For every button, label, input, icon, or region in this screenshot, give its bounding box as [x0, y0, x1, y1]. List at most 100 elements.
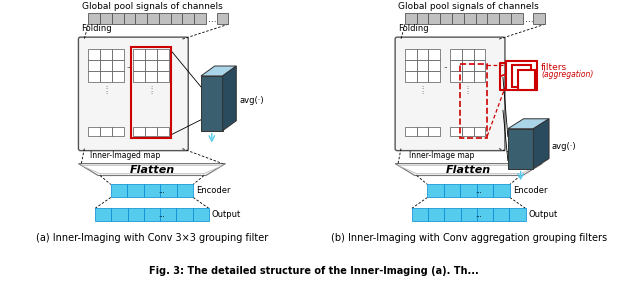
Bar [144, 208, 160, 221]
Bar [499, 13, 511, 24]
Bar [112, 127, 124, 136]
Bar [405, 13, 417, 24]
Bar [112, 13, 124, 24]
Text: Output: Output [212, 210, 241, 219]
Bar [428, 60, 440, 71]
Bar [88, 71, 100, 82]
Bar [428, 127, 440, 136]
Text: ..: .. [126, 62, 131, 68]
Polygon shape [201, 76, 223, 131]
Text: ...: ... [475, 212, 482, 218]
Bar [452, 13, 464, 24]
Bar [462, 127, 474, 136]
Bar [133, 49, 145, 60]
Bar [462, 60, 474, 71]
Bar [133, 71, 145, 82]
Bar [405, 127, 417, 136]
Bar [217, 13, 228, 24]
Text: (aggregation): (aggregation) [541, 70, 593, 79]
Bar [131, 47, 171, 138]
Bar [160, 208, 177, 221]
Bar [145, 60, 157, 71]
Bar [157, 71, 168, 82]
Bar [405, 71, 417, 82]
Text: ...: ... [158, 212, 165, 218]
Bar [159, 13, 171, 24]
Bar [464, 13, 476, 24]
Bar [145, 49, 157, 60]
Text: filters: filters [541, 63, 567, 72]
Polygon shape [508, 119, 549, 129]
Bar [487, 13, 499, 24]
Bar [127, 184, 144, 197]
Text: Global pool signals of channels: Global pool signals of channels [398, 2, 539, 11]
Bar [428, 184, 444, 197]
Text: Fig. 3: The detailed structure of the Inner-Imaging (a). Th...: Fig. 3: The detailed structure of the In… [149, 266, 479, 276]
Bar [493, 184, 510, 197]
Bar [124, 13, 135, 24]
Text: ..: .. [443, 62, 447, 68]
Bar [518, 70, 535, 90]
Bar [428, 49, 440, 60]
Bar [100, 71, 112, 82]
Bar [133, 127, 145, 136]
Bar [95, 208, 111, 221]
Bar [100, 60, 112, 71]
Bar [171, 13, 182, 24]
Bar [405, 49, 417, 60]
Bar [461, 208, 477, 221]
Bar [474, 71, 485, 82]
Polygon shape [533, 119, 549, 168]
Bar [474, 49, 485, 60]
Bar [112, 71, 124, 82]
Bar [450, 60, 462, 71]
Bar [160, 184, 177, 197]
Polygon shape [201, 66, 236, 76]
Bar [157, 49, 168, 60]
Text: :
:: : : [467, 85, 468, 95]
Text: ...: ... [158, 188, 165, 194]
Bar [460, 184, 477, 197]
Polygon shape [79, 164, 225, 175]
Bar [477, 184, 493, 197]
Bar [193, 208, 209, 221]
Text: (b) Inner-Imaging with Conv aggregation grouping filters: (b) Inner-Imaging with Conv aggregation … [331, 233, 607, 243]
Text: Global pool signals of channels: Global pool signals of channels [81, 2, 222, 11]
Bar [182, 13, 194, 24]
Text: Output: Output [529, 210, 557, 219]
Bar [88, 60, 100, 71]
Bar [477, 208, 493, 221]
Text: Flatten: Flatten [129, 164, 175, 175]
Bar [145, 71, 157, 82]
Bar [144, 184, 160, 197]
Bar [444, 184, 460, 197]
Bar [100, 127, 112, 136]
Bar [147, 13, 159, 24]
Bar [417, 127, 428, 136]
Bar [511, 13, 523, 24]
Text: (a) Inner-Imaging with Conv 3×3 grouping filter: (a) Inner-Imaging with Conv 3×3 grouping… [36, 233, 268, 243]
Text: ...: ... [208, 15, 216, 24]
Text: Encoder: Encoder [196, 186, 230, 195]
Text: Encoder: Encoder [513, 186, 547, 195]
Bar [417, 60, 428, 71]
Text: :
:: : : [150, 85, 152, 95]
Bar [112, 49, 124, 60]
Bar [177, 208, 193, 221]
Bar [100, 13, 112, 24]
Bar [100, 49, 112, 60]
Bar [157, 60, 168, 71]
Bar [417, 13, 428, 24]
Bar [88, 49, 100, 60]
Bar [133, 60, 145, 71]
Text: Inner-Imaged map: Inner-Imaged map [90, 151, 160, 160]
Bar [157, 127, 168, 136]
Polygon shape [508, 129, 533, 168]
Bar [462, 49, 474, 60]
Bar [135, 13, 147, 24]
Bar [88, 127, 100, 136]
Text: ...: ... [525, 15, 533, 24]
Bar [444, 208, 461, 221]
Bar [111, 208, 127, 221]
Bar [506, 61, 538, 90]
